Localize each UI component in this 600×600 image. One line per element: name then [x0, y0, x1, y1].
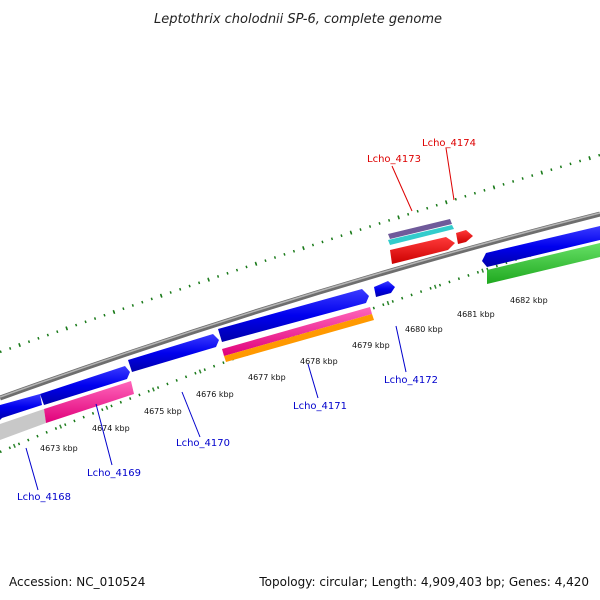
magenta-feature[interactable] [44, 381, 134, 423]
position-label: 4680 kbp [405, 325, 443, 334]
gene-label-lcho-4170[interactable]: Lcho_4170 [176, 438, 230, 449]
gene-label-lcho-4174[interactable]: Lcho_4174 [422, 138, 476, 149]
cyan-feature[interactable] [388, 225, 454, 245]
gene-arrow[interactable] [374, 281, 395, 297]
gene-arrow[interactable] [40, 366, 130, 405]
green-feature[interactable] [487, 243, 600, 284]
topology-summary-text: Topology: circular; Length: 4,909,403 bp… [258, 575, 589, 589]
gene-arrow[interactable] [0, 394, 42, 420]
position-label: 4681 kbp [457, 310, 495, 319]
gene-arrow[interactable] [482, 226, 600, 267]
position-labels: 4673 kbp 4674 kbp 4675 kbp 4676 kbp 4677… [40, 296, 548, 453]
position-label: 4678 kbp [300, 357, 338, 366]
position-label: 4682 kbp [510, 296, 548, 305]
inner-features [0, 219, 600, 440]
gene-label-lcho-4169[interactable]: Lcho_4169 [87, 468, 141, 479]
position-label: 4674 kbp [92, 424, 130, 433]
forward-strand-genes [0, 226, 600, 420]
rna-gene-arrow[interactable] [456, 230, 473, 244]
rna-gene-arrow[interactable] [390, 237, 455, 264]
genome-backbone [0, 211, 600, 401]
position-label: 4673 kbp [40, 444, 78, 453]
position-label: 4679 kbp [352, 341, 390, 350]
gene-label-lcho-4171[interactable]: Lcho_4171 [293, 401, 347, 412]
map-title: Leptothrix cholodnii SP-6, complete geno… [154, 12, 442, 27]
position-label: 4677 kbp [248, 373, 286, 382]
gene-arrow[interactable] [128, 334, 219, 372]
position-label: 4676 kbp [196, 390, 234, 399]
label-leaders [25, 147, 455, 491]
gene-label-lcho-4173[interactable]: Lcho_4173 [367, 154, 421, 165]
grey-feature[interactable] [0, 409, 46, 440]
magenta-feature[interactable] [222, 307, 372, 356]
gene-labels: Lcho_4168 Lcho_4169 Lcho_4170 Lcho_4171 … [17, 138, 476, 503]
accession-text: Accession: NC_010524 [9, 575, 145, 589]
purple-feature[interactable] [388, 219, 452, 239]
orange-feature[interactable] [224, 314, 374, 362]
gene-label-lcho-4168[interactable]: Lcho_4168 [17, 492, 71, 503]
gene-label-lcho-4172[interactable]: Lcho_4172 [384, 375, 438, 386]
position-label: 4675 kbp [144, 407, 182, 416]
gene-arrow[interactable] [218, 289, 369, 342]
